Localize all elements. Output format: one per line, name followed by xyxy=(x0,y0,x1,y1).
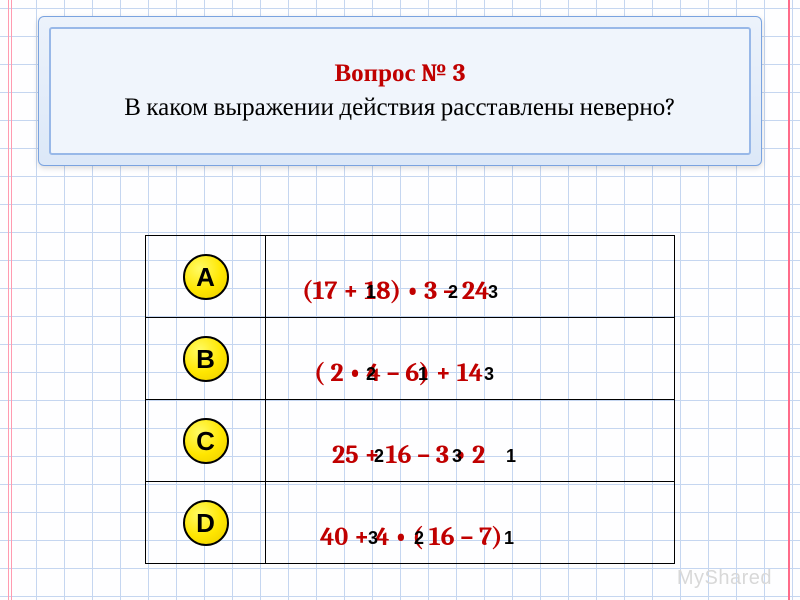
order-number: 1 xyxy=(504,528,514,549)
table-row: A 1 2 3(17 + 18) • 3 – 24 xyxy=(146,236,675,318)
question-text: В каком выражении действия расставлены н… xyxy=(124,92,676,123)
order-number: 2 xyxy=(366,364,376,385)
option-expression-cell: 2 3 125 + 16 – 3 • 2 xyxy=(266,400,675,482)
expression-text: 40 + 4 • ( 16 – 7) xyxy=(272,522,674,552)
right-margin-rule xyxy=(788,0,790,600)
expression-wrap: 3 2 140 + 4 • ( 16 – 7) xyxy=(266,522,674,552)
option-letter-cell: B xyxy=(146,318,266,400)
table-row: D 3 2 140 + 4 • ( 16 – 7) xyxy=(146,482,675,564)
question-title: Вопрос № 3 xyxy=(335,59,466,88)
expression-text: ( 2 • 4 – 6) + 14 xyxy=(272,358,674,388)
option-button-d[interactable]: D xyxy=(183,500,229,546)
option-expression-cell: 3 2 140 + 4 • ( 16 – 7) xyxy=(266,482,675,564)
option-letter-cell: C xyxy=(146,400,266,482)
table-row: B 2 1 3( 2 • 4 – 6) + 14 xyxy=(146,318,675,400)
order-number: 1 xyxy=(418,364,428,385)
left-margin-rule xyxy=(8,0,12,600)
expression-wrap: 2 1 3( 2 • 4 – 6) + 14 xyxy=(266,358,674,388)
expression-wrap: 1 2 3(17 + 18) • 3 – 24 xyxy=(266,276,674,306)
expression-text: (17 + 18) • 3 – 24 xyxy=(272,276,674,306)
order-number: 3 xyxy=(484,364,494,385)
option-expression-cell: 2 1 3( 2 • 4 – 6) + 14 xyxy=(266,318,675,400)
answers-table: A123(17 + 18) • 3 – 24B213( 2 • 4 – 6) +… xyxy=(145,235,675,564)
option-button-a[interactable]: A xyxy=(183,254,229,300)
question-inner: Вопрос № 3 В каком выражении действия ра… xyxy=(49,27,751,155)
order-number: 2 xyxy=(374,446,384,467)
table-row: C 2 3 125 + 16 – 3 • 2 xyxy=(146,400,675,482)
option-letter-cell: D xyxy=(146,482,266,564)
expression-wrap: 2 3 125 + 16 – 3 • 2 xyxy=(266,440,674,470)
option-button-c[interactable]: C xyxy=(183,418,229,464)
order-number: 3 xyxy=(368,528,378,549)
watermark: MyShared xyxy=(677,567,772,590)
option-button-b[interactable]: B xyxy=(183,336,229,382)
order-number: 2 xyxy=(448,282,458,303)
order-number: 3 xyxy=(452,446,462,467)
expression-text: 25 + 16 – 3 • 2 xyxy=(272,440,674,470)
order-number: 1 xyxy=(506,446,516,467)
order-number: 2 xyxy=(414,528,424,549)
order-number: 1 xyxy=(366,282,376,303)
option-letter-cell: A xyxy=(146,236,266,318)
question-panel: Вопрос № 3 В каком выражении действия ра… xyxy=(38,16,762,166)
option-expression-cell: 1 2 3(17 + 18) • 3 – 24 xyxy=(266,236,675,318)
order-number: 3 xyxy=(488,282,498,303)
